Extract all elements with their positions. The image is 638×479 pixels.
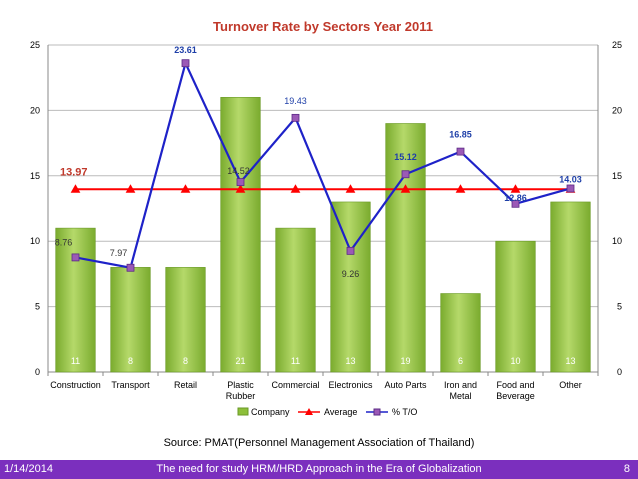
x-tick-label: Beverage (496, 391, 535, 401)
y2-tick-label: 25 (612, 40, 622, 50)
turnover-value-label: 8.76 (55, 237, 73, 247)
bar-value-label: 11 (71, 356, 80, 366)
legend-label-turnover: % T/O (392, 407, 417, 417)
average-marker (455, 184, 466, 193)
bar-value-label: 6 (458, 356, 463, 366)
footer-date: 1/14/2014 (4, 463, 53, 475)
turnover-marker (126, 263, 135, 272)
average-marker (235, 184, 246, 193)
bar (440, 293, 481, 373)
bar (220, 97, 261, 373)
turnover-line (75, 59, 571, 270)
bar-value-label: 13 (565, 356, 575, 366)
turnover-marker (71, 253, 80, 262)
y2-tick-label: 20 (612, 105, 622, 115)
turnover-value-label: 15.12 (394, 152, 417, 162)
y-tick-label: 20 (30, 105, 40, 115)
x-tick-label: Electronics (328, 380, 373, 390)
footer-title: The need for study HRM/HRD Approach in t… (156, 463, 482, 475)
average-marker (345, 184, 356, 193)
x-tick-label: Plastic (227, 380, 254, 390)
page-number: 8 (623, 463, 630, 475)
x-tick-label: Iron and (444, 380, 477, 390)
bar (550, 201, 591, 373)
legend-label-average: Average (324, 407, 357, 417)
bar-value-label: 13 (345, 356, 355, 366)
y-tick-label: 5 (35, 302, 40, 312)
legend-label-company: Company (251, 407, 290, 417)
legend-marker-turnover (373, 408, 381, 416)
turnover-value-label: 16.85 (449, 130, 472, 140)
source-note: Source: PMAT(Personnel Management Associ… (163, 437, 475, 449)
y-tick-label: 10 (30, 236, 40, 246)
turnover-value-label: 7.97 (110, 248, 128, 258)
average-value-label: 13.97 (60, 166, 88, 178)
legend-marker-average (305, 408, 313, 415)
x-tick-label: Other (559, 380, 582, 390)
x-tick-label: Auto Parts (384, 380, 427, 390)
y-tick-label: 0 (35, 367, 40, 377)
turnover-marker (236, 178, 245, 186)
bar (385, 123, 426, 373)
chart-title: Turnover Rate by Sectors Year 2011 (213, 19, 433, 34)
y2-tick-label: 15 (612, 171, 622, 181)
y2-tick-label: 5 (617, 302, 622, 312)
average-marker (510, 184, 521, 193)
bar-value-label: 8 (183, 356, 188, 366)
turnover-value-label: 14.03 (559, 174, 582, 184)
x-tick-label: Retail (174, 380, 197, 390)
x-tick-label: Food and (496, 380, 534, 390)
average-marker (290, 184, 301, 193)
x-tick-label: Transport (111, 380, 150, 390)
turnover-marker (291, 113, 300, 122)
bar-value-label: 10 (510, 356, 520, 366)
turnover-value-label: 12.86 (504, 193, 527, 203)
x-tick-label: Rubber (226, 391, 256, 401)
bar (495, 240, 536, 373)
average-marker (125, 184, 136, 193)
bar-value-label: 8 (128, 356, 133, 366)
bar (55, 227, 96, 373)
turnover-value-label: 23.61 (174, 45, 197, 55)
turnover-value-label: 9.26 (342, 269, 360, 279)
turnover-marker (401, 170, 410, 179)
bar-value-label: 11 (291, 356, 300, 366)
footer-bar: 1/14/2014 The need for study HRM/HRD App… (0, 460, 638, 479)
bar (330, 201, 371, 373)
average-marker (400, 184, 411, 193)
turnover-marker (456, 147, 465, 156)
x-tick-label: Metal (449, 391, 471, 401)
turnover-value-label: 19.43 (284, 96, 307, 106)
turnover-marker (181, 59, 190, 68)
average-marker (70, 184, 81, 193)
bar (275, 227, 316, 373)
y-tick-label: 15 (30, 171, 40, 181)
turnover-marker (566, 184, 575, 193)
turnover-marker (346, 246, 355, 255)
average-marker (180, 184, 191, 193)
chart: Turnover Rate by Sectors Year 2011 0 5 10 15… (30, 19, 622, 417)
bar-value-label: 19 (400, 356, 410, 366)
legend-swatch-company (237, 407, 249, 416)
x-tick-label: Commercial (271, 380, 319, 390)
y2-tick-label: 10 (612, 236, 622, 246)
turnover-marker (511, 199, 520, 208)
bar (165, 267, 206, 373)
y-tick-label: 25 (30, 40, 40, 50)
turnover-value-label: 14.52 (227, 166, 250, 176)
y2-tick-label: 0 (617, 367, 622, 377)
bar-value-label: 21 (235, 356, 245, 366)
x-tick-label: Construction (50, 380, 101, 390)
